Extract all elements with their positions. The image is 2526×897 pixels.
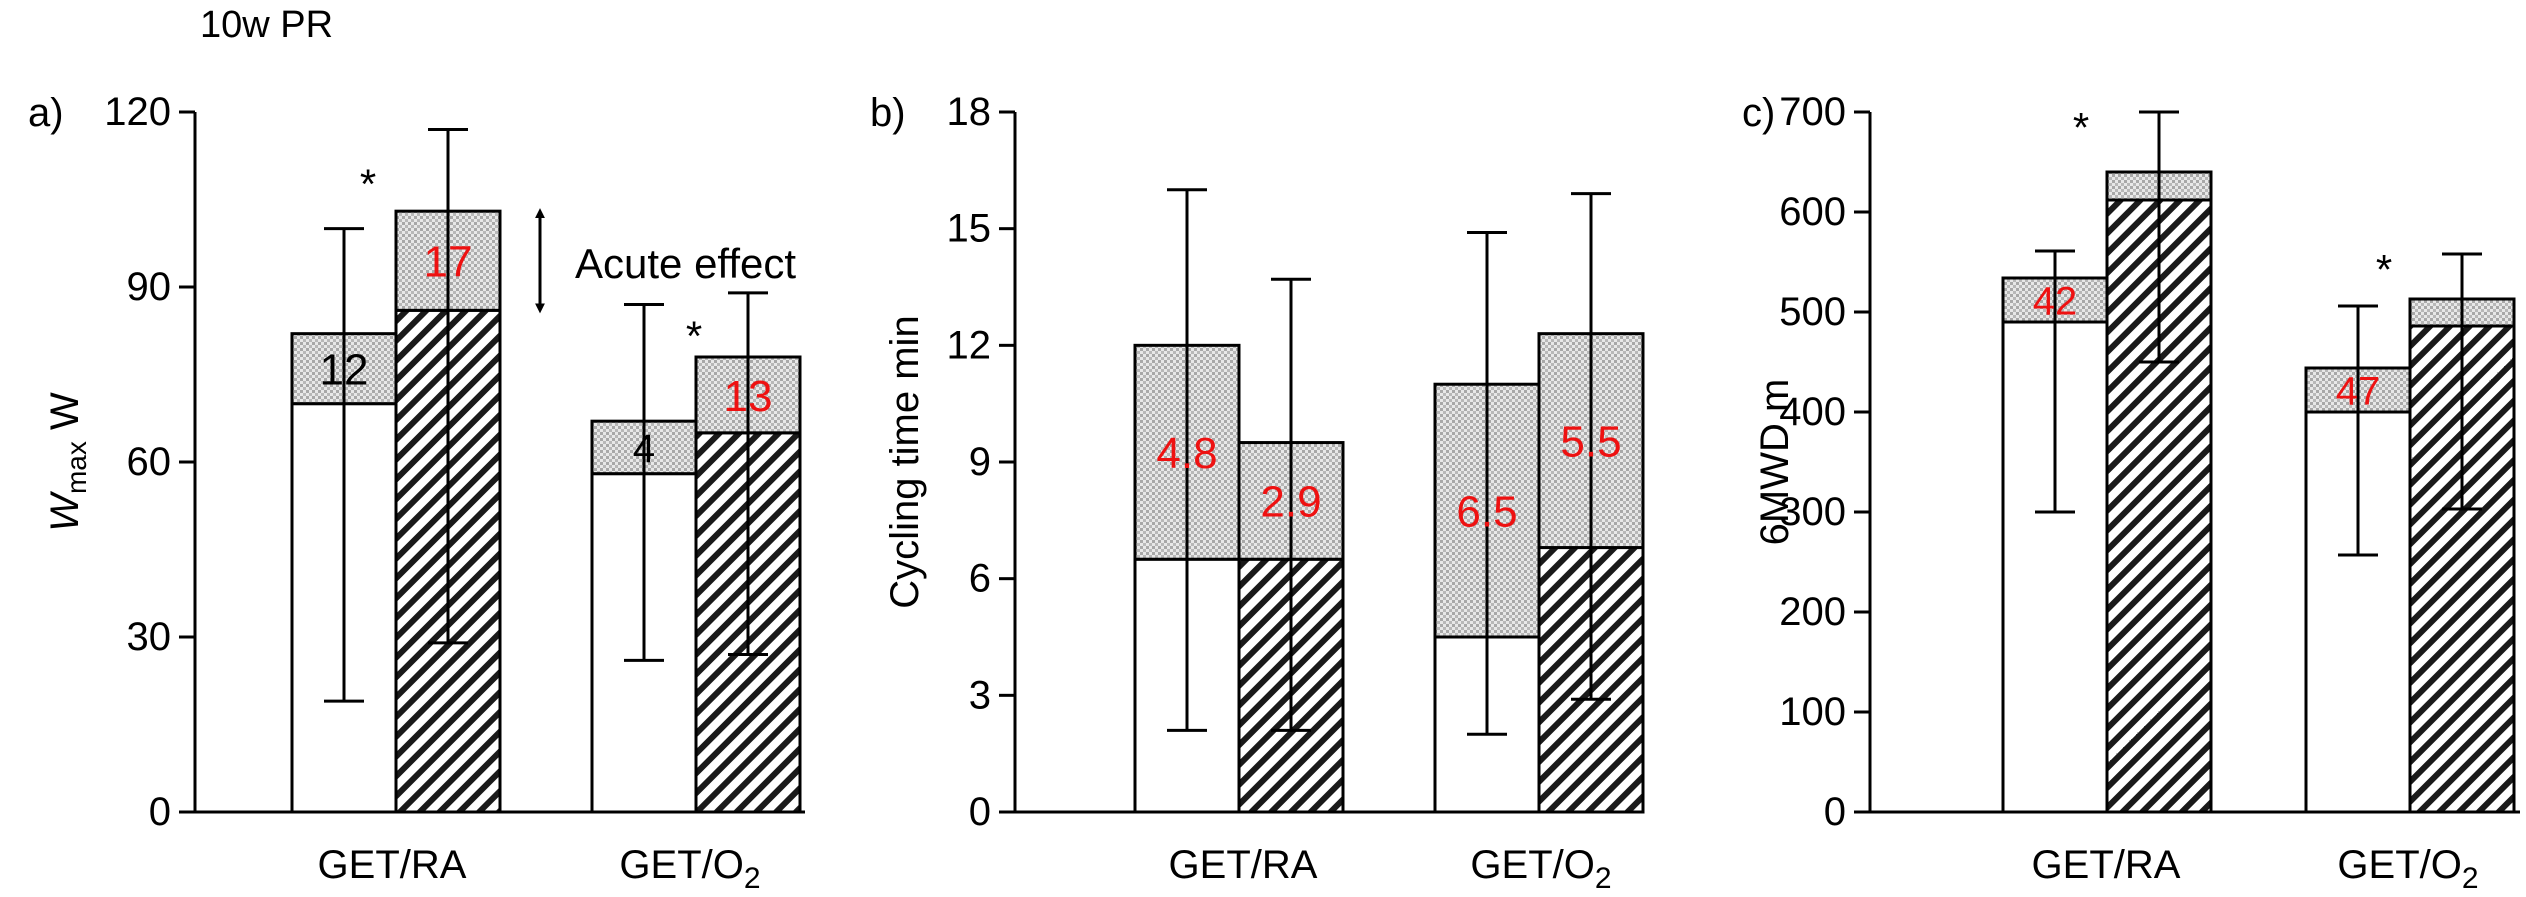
y-tick-label: 15 bbox=[947, 207, 992, 251]
y-tick-label: 700 bbox=[1779, 90, 1846, 134]
increase-label: 47 bbox=[2336, 369, 2381, 413]
y-tick-label: 120 bbox=[104, 90, 171, 134]
y-tick-label: 3 bbox=[969, 673, 991, 717]
y-tick-label: 0 bbox=[1824, 790, 1846, 834]
y-tick-label: 9 bbox=[969, 440, 991, 484]
significance-asterisk: * bbox=[2073, 104, 2089, 151]
y-tick-label: 30 bbox=[127, 615, 172, 659]
increase-label: 6.5 bbox=[1456, 487, 1517, 536]
increase-label: 2.9 bbox=[1260, 478, 1321, 527]
y-axis-label: Cycling time min bbox=[883, 315, 927, 608]
y-tick-label: 0 bbox=[149, 790, 171, 834]
y-tick-label: 600 bbox=[1779, 190, 1846, 234]
panel-label: c) bbox=[1742, 91, 1775, 135]
y-tick-label: 18 bbox=[947, 90, 992, 134]
y-tick-label: 0 bbox=[969, 790, 991, 834]
y-tick-label: 300 bbox=[1779, 490, 1846, 534]
y-tick-label: 90 bbox=[127, 265, 172, 309]
y-tick-label: 12 bbox=[947, 323, 992, 367]
y-tick-label: 60 bbox=[127, 440, 172, 484]
panel-2: b) 0 3 6 9 12 15 18 Cycling time min GET/RA GET/O2… bbox=[870, 90, 1645, 895]
panel-label: b) bbox=[870, 91, 906, 135]
y-tick-label: 500 bbox=[1779, 290, 1846, 334]
y-tick-label: 200 bbox=[1779, 590, 1846, 634]
category-label: GET/RA bbox=[1169, 843, 1318, 887]
y-tick-label: 400 bbox=[1779, 390, 1846, 434]
acute-effect-label: Acute effect bbox=[575, 240, 796, 287]
category-label: GET/O2 bbox=[619, 843, 760, 895]
increase-label: 12 bbox=[320, 346, 369, 395]
y-axis-label: 6MWD m bbox=[1753, 379, 1797, 546]
increase-label: 13 bbox=[724, 372, 773, 421]
y-axis-label: Wmax W bbox=[43, 392, 92, 532]
increase-label: 4 bbox=[633, 427, 655, 471]
panel-3: c) 0 100 200 300 400 500 600 700 6MWD m GET/RA GET/… bbox=[1742, 90, 2520, 895]
significance-asterisk: * bbox=[360, 161, 376, 208]
panel-1: a) 0 30 60 90 120 Wmax W GET/RA GET/O2 12 * 17 4 * 13 A… bbox=[28, 90, 805, 895]
increase-label: 4.8 bbox=[1156, 429, 1217, 478]
increase-label: 42 bbox=[2033, 279, 2078, 323]
panel-label: a) bbox=[28, 91, 64, 135]
significance-asterisk: * bbox=[686, 313, 702, 360]
y-tick-label: 100 bbox=[1779, 690, 1846, 734]
increase-label: 17 bbox=[424, 238, 473, 287]
category-label: GET/O2 bbox=[1470, 843, 1611, 895]
y-tick-label: 6 bbox=[969, 557, 991, 601]
category-label: GET/RA bbox=[2032, 843, 2181, 887]
category-label: GET/RA bbox=[318, 843, 467, 887]
increase-label: 5.5 bbox=[1560, 417, 1621, 466]
category-label: GET/O2 bbox=[2337, 843, 2478, 895]
page-title: 10w PR bbox=[200, 4, 334, 46]
significance-asterisk: * bbox=[2376, 246, 2392, 293]
